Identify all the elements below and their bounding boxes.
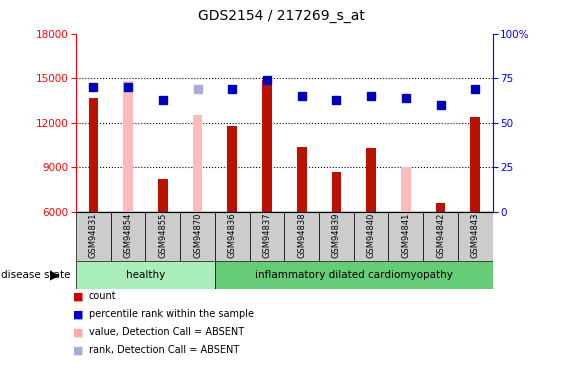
Text: percentile rank within the sample: percentile rank within the sample	[89, 309, 254, 319]
Text: GDS2154 / 217269_s_at: GDS2154 / 217269_s_at	[198, 9, 365, 23]
Text: GSM94831: GSM94831	[89, 213, 98, 258]
Bar	[88, 98, 98, 212]
Bar	[354, 212, 388, 261]
Text: ▶: ▶	[50, 268, 59, 281]
Bar	[249, 212, 284, 261]
Text: ■: ■	[73, 327, 84, 337]
Bar	[158, 179, 168, 212]
Bar	[227, 126, 237, 212]
Bar	[76, 212, 111, 261]
Text: GSM94870: GSM94870	[193, 213, 202, 258]
Text: GSM94840: GSM94840	[367, 213, 376, 258]
Bar	[388, 212, 423, 261]
Text: disease state: disease state	[1, 270, 70, 280]
Bar	[367, 148, 376, 212]
Bar	[180, 212, 215, 261]
Text: GSM94837: GSM94837	[262, 213, 271, 258]
Text: value, Detection Call = ABSENT: value, Detection Call = ABSENT	[89, 327, 244, 337]
Text: ■: ■	[73, 309, 84, 319]
Bar	[215, 261, 493, 289]
Bar	[458, 212, 493, 261]
Text: GSM94842: GSM94842	[436, 213, 445, 258]
Text: GSM94841: GSM94841	[401, 213, 410, 258]
Text: healthy: healthy	[126, 270, 165, 280]
Bar	[111, 212, 145, 261]
Bar	[215, 212, 249, 261]
Bar	[193, 116, 202, 212]
Text: GSM94839: GSM94839	[332, 213, 341, 258]
Text: GSM94843: GSM94843	[471, 213, 480, 258]
Bar	[262, 80, 272, 212]
Text: GSM94838: GSM94838	[297, 213, 306, 258]
Bar	[145, 212, 180, 261]
Bar	[471, 117, 480, 212]
Bar	[401, 167, 410, 212]
Text: GSM94836: GSM94836	[228, 213, 236, 258]
Bar	[436, 203, 445, 212]
Text: rank, Detection Call = ABSENT: rank, Detection Call = ABSENT	[89, 345, 239, 355]
Bar	[123, 81, 133, 212]
Text: GSM94854: GSM94854	[124, 213, 132, 258]
Bar	[332, 172, 341, 212]
Text: ■: ■	[73, 291, 84, 301]
Text: GSM94855: GSM94855	[158, 213, 167, 258]
Text: count: count	[89, 291, 117, 301]
Bar	[297, 147, 306, 212]
Text: inflammatory dilated cardiomyopathy: inflammatory dilated cardiomyopathy	[255, 270, 453, 280]
Bar	[423, 212, 458, 261]
Bar	[76, 261, 215, 289]
Text: ■: ■	[73, 345, 84, 355]
Bar	[284, 212, 319, 261]
Bar	[319, 212, 354, 261]
